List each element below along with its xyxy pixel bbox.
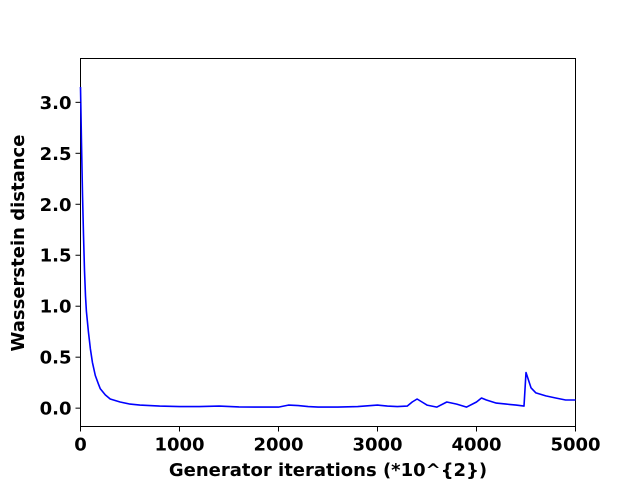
series-layer — [79, 86, 576, 408]
plot-area — [80, 58, 576, 427]
x-axis-label: Generator iterations (*10^{2}) — [169, 460, 487, 480]
series-line-0 — [79, 86, 576, 408]
y-axis-label: Wasserstein distance — [8, 135, 29, 352]
y-tick-label: 2.0 — [40, 195, 72, 216]
x-tick-label: 5000 — [550, 435, 600, 456]
y-tick-label: 1.0 — [40, 297, 72, 318]
x-tick-label: 3000 — [352, 435, 402, 456]
x-axis-ticks: 0 1000 2000 3000 4000 5000 — [74, 426, 601, 456]
y-tick-label: 3.0 — [40, 93, 72, 114]
x-tick-label: 1000 — [154, 435, 204, 456]
y-tick-label: 0.0 — [40, 399, 72, 420]
x-tick-label: 0 — [74, 435, 87, 456]
x-tick-label: 4000 — [451, 435, 501, 456]
x-tick-label: 2000 — [253, 435, 303, 456]
y-tick-label: 0.5 — [40, 348, 72, 369]
y-axis-ticks: 0.0 0.5 1.0 1.5 2.0 2.5 3.0 — [40, 93, 81, 420]
y-tick-label: 1.5 — [40, 246, 72, 267]
y-tick-label: 2.5 — [40, 144, 72, 165]
